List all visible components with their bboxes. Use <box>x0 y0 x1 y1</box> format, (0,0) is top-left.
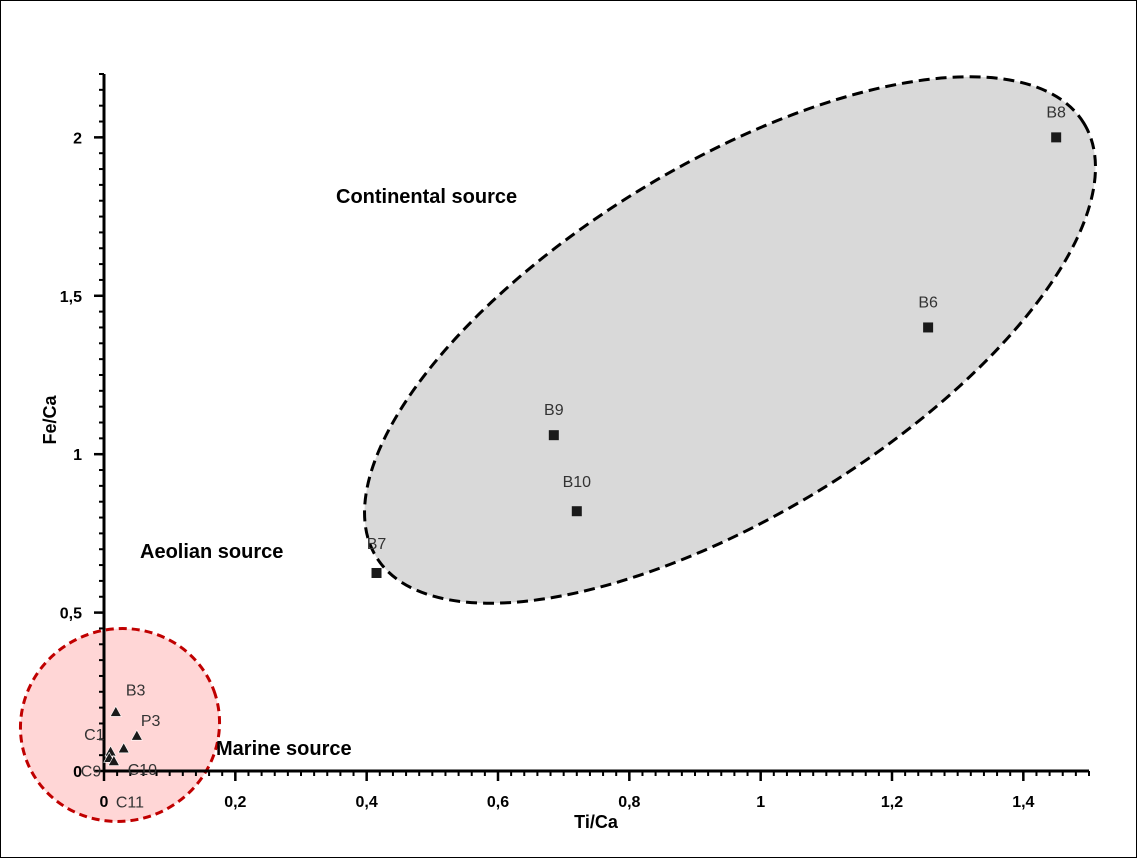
marker-B10 <box>571 506 582 517</box>
x-tick-label: 1,4 <box>1012 794 1034 811</box>
point-label-B3: B3 <box>126 682 146 699</box>
point-label-B8: B8 <box>1046 104 1066 121</box>
x-tick-labels: 0 0,2 0,4 0,6 0,8 1 1,2 1,4 <box>100 794 1035 811</box>
marker-C11 <box>107 754 120 766</box>
point-label-P3: P3 <box>141 713 161 730</box>
marker-P3 <box>130 729 143 741</box>
y-tick-label: 0 <box>73 764 82 781</box>
point-label-C9: C9 <box>81 763 102 780</box>
annotation-aeolian: Aeolian source <box>140 541 283 563</box>
marker-B3 <box>109 705 122 717</box>
y-tick-label: 1,5 <box>60 289 82 306</box>
annotation-marine: Marine source <box>216 738 352 760</box>
y-tick-label: 0,5 <box>60 606 82 623</box>
point-label-C11: C11 <box>116 794 144 811</box>
x-tick-label: 1 <box>756 794 765 811</box>
point-label-B9: B9 <box>544 402 564 419</box>
y-axis-title: Fe/Ca <box>40 395 60 445</box>
point-label-B6: B6 <box>918 294 938 311</box>
point-label-B7: B7 <box>367 536 387 553</box>
point-label-B10: B10 <box>563 474 592 491</box>
marker-B6 <box>923 322 934 333</box>
marker-B8 <box>1051 132 1062 143</box>
marker-C10 <box>117 742 130 754</box>
marine-region <box>18 627 222 823</box>
x-tick-label: 0,2 <box>224 794 246 811</box>
axes <box>94 73 1090 781</box>
x-tick-label: 0,4 <box>356 794 378 811</box>
marker-B7 <box>371 567 382 578</box>
point-label-C1: C1 <box>84 727 105 744</box>
marker-B9 <box>548 430 559 441</box>
x-axis-title: Ti/Ca <box>574 812 619 832</box>
y-tick-label: 1 <box>73 447 82 464</box>
annotation-continental: Continental source <box>336 186 517 208</box>
y-tick-labels: 0 0,5 1 1,5 2 <box>60 130 82 781</box>
x-tick-label: 0 <box>100 794 109 811</box>
continental-region <box>363 75 1097 605</box>
point-label-C10: C10 <box>128 762 157 779</box>
x-tick-label: 0,8 <box>618 794 640 811</box>
x-tick-label: 0,6 <box>487 794 509 811</box>
y-tick-label: 2 <box>73 130 82 147</box>
x-tick-label: 1,2 <box>881 794 903 811</box>
data-points: B8 B6 B9 B10 B7 B3 P3 C10 C1 C9 C11 <box>81 104 1066 811</box>
